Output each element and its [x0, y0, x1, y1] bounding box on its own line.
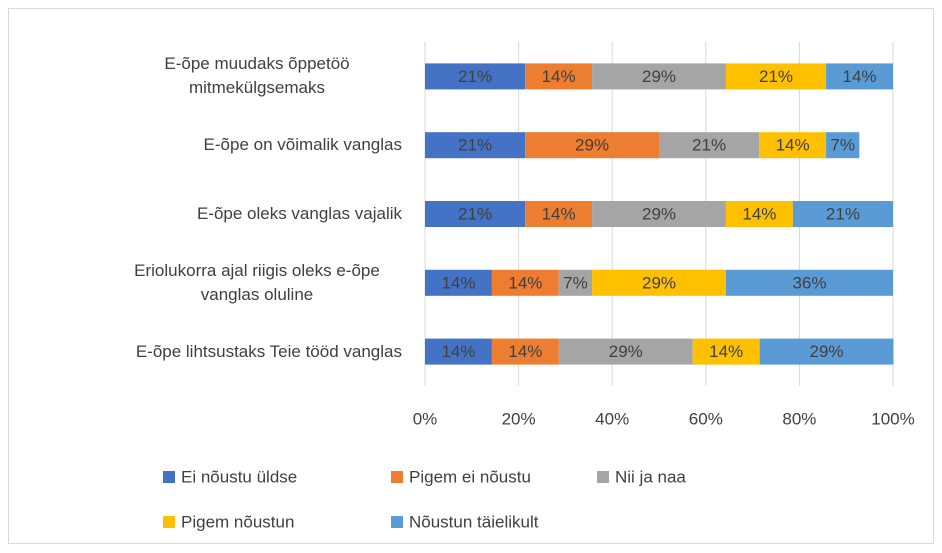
legend-swatch — [391, 471, 403, 483]
data-label: 29% — [609, 342, 643, 361]
data-label: 21% — [458, 204, 492, 223]
x-tick-label: 80% — [782, 409, 816, 428]
data-label: 14% — [508, 342, 542, 361]
category-label: E-õpe muudaks õppetöö mitmekülgsemaks — [164, 54, 350, 98]
legend-label: Pigem nõustun — [181, 512, 294, 531]
bar-segment — [759, 132, 827, 159]
bar-segment — [725, 63, 827, 90]
x-tick-label: 20% — [502, 409, 536, 428]
bar-segment — [525, 132, 659, 159]
data-label: 29% — [642, 273, 676, 292]
category-label: Eriolukorra ajal riigis oleks e-õpe vang… — [134, 260, 380, 304]
data-label: 21% — [458, 67, 492, 86]
data-label: 14% — [542, 204, 576, 223]
bar-segment — [558, 338, 693, 365]
category-label: E-õpe lihtsustaks Teie tööd vanglas — [135, 341, 402, 361]
legend-swatch — [391, 516, 403, 528]
bar-segment — [425, 201, 526, 227]
bar-segment — [592, 63, 726, 90]
data-label: 29% — [642, 204, 676, 223]
chart-frame — [8, 8, 934, 544]
x-tick-label: 100% — [871, 409, 914, 428]
bar-segment — [692, 338, 760, 365]
bar-segment — [725, 201, 793, 227]
bar-segment — [425, 63, 526, 90]
bar-segment — [725, 269, 893, 296]
x-tick-label: 0% — [413, 409, 438, 428]
legend-swatch — [163, 516, 175, 528]
legend-label: Nõustun täielikult — [409, 512, 539, 531]
data-label: 14% — [776, 136, 810, 155]
legend-swatch — [163, 471, 175, 483]
bar-segment — [491, 269, 559, 296]
bar-segment — [425, 132, 526, 159]
data-label: 36% — [792, 273, 826, 292]
x-tick-label: 40% — [595, 409, 629, 428]
legend-swatch — [597, 471, 609, 483]
data-label: 14% — [441, 273, 475, 292]
category-label: E-õpe oleks vanglas vajalik — [196, 204, 402, 223]
data-label: 29% — [810, 342, 844, 361]
data-label: 29% — [642, 67, 676, 86]
data-label: 7% — [830, 136, 855, 155]
bar-segment — [425, 269, 492, 296]
data-label: 21% — [759, 67, 793, 86]
bar-segment — [491, 338, 559, 365]
bar-segment — [592, 269, 726, 296]
data-label: 21% — [458, 136, 492, 155]
data-label: 14% — [441, 342, 475, 361]
data-label: 14% — [742, 204, 776, 223]
x-tick-label: 60% — [689, 409, 723, 428]
data-label: 7% — [563, 273, 588, 292]
bar-segment — [792, 201, 893, 227]
data-label: 21% — [692, 136, 726, 155]
category-label: E-õpe on võimalik vanglas — [203, 135, 402, 155]
bar-segment — [826, 63, 893, 90]
bar-segment — [659, 132, 760, 159]
data-label: 29% — [575, 136, 609, 155]
legend-label: Pigem ei nõustu — [409, 467, 531, 486]
bar-segment — [525, 63, 593, 90]
legend-label: Ei nõustu üldse — [181, 467, 297, 486]
bar-segment — [558, 269, 593, 296]
bar-segment — [759, 338, 894, 365]
bar-segment — [425, 338, 492, 365]
legend-label: Nii ja naa — [615, 467, 686, 486]
data-label: 21% — [826, 204, 860, 223]
bar-segment — [592, 201, 726, 227]
data-label: 14% — [542, 67, 576, 86]
bar-segment — [826, 132, 860, 159]
data-label: 14% — [508, 273, 542, 292]
data-label: 14% — [843, 67, 877, 86]
data-label: 14% — [709, 342, 743, 361]
bar-segment — [525, 201, 593, 227]
